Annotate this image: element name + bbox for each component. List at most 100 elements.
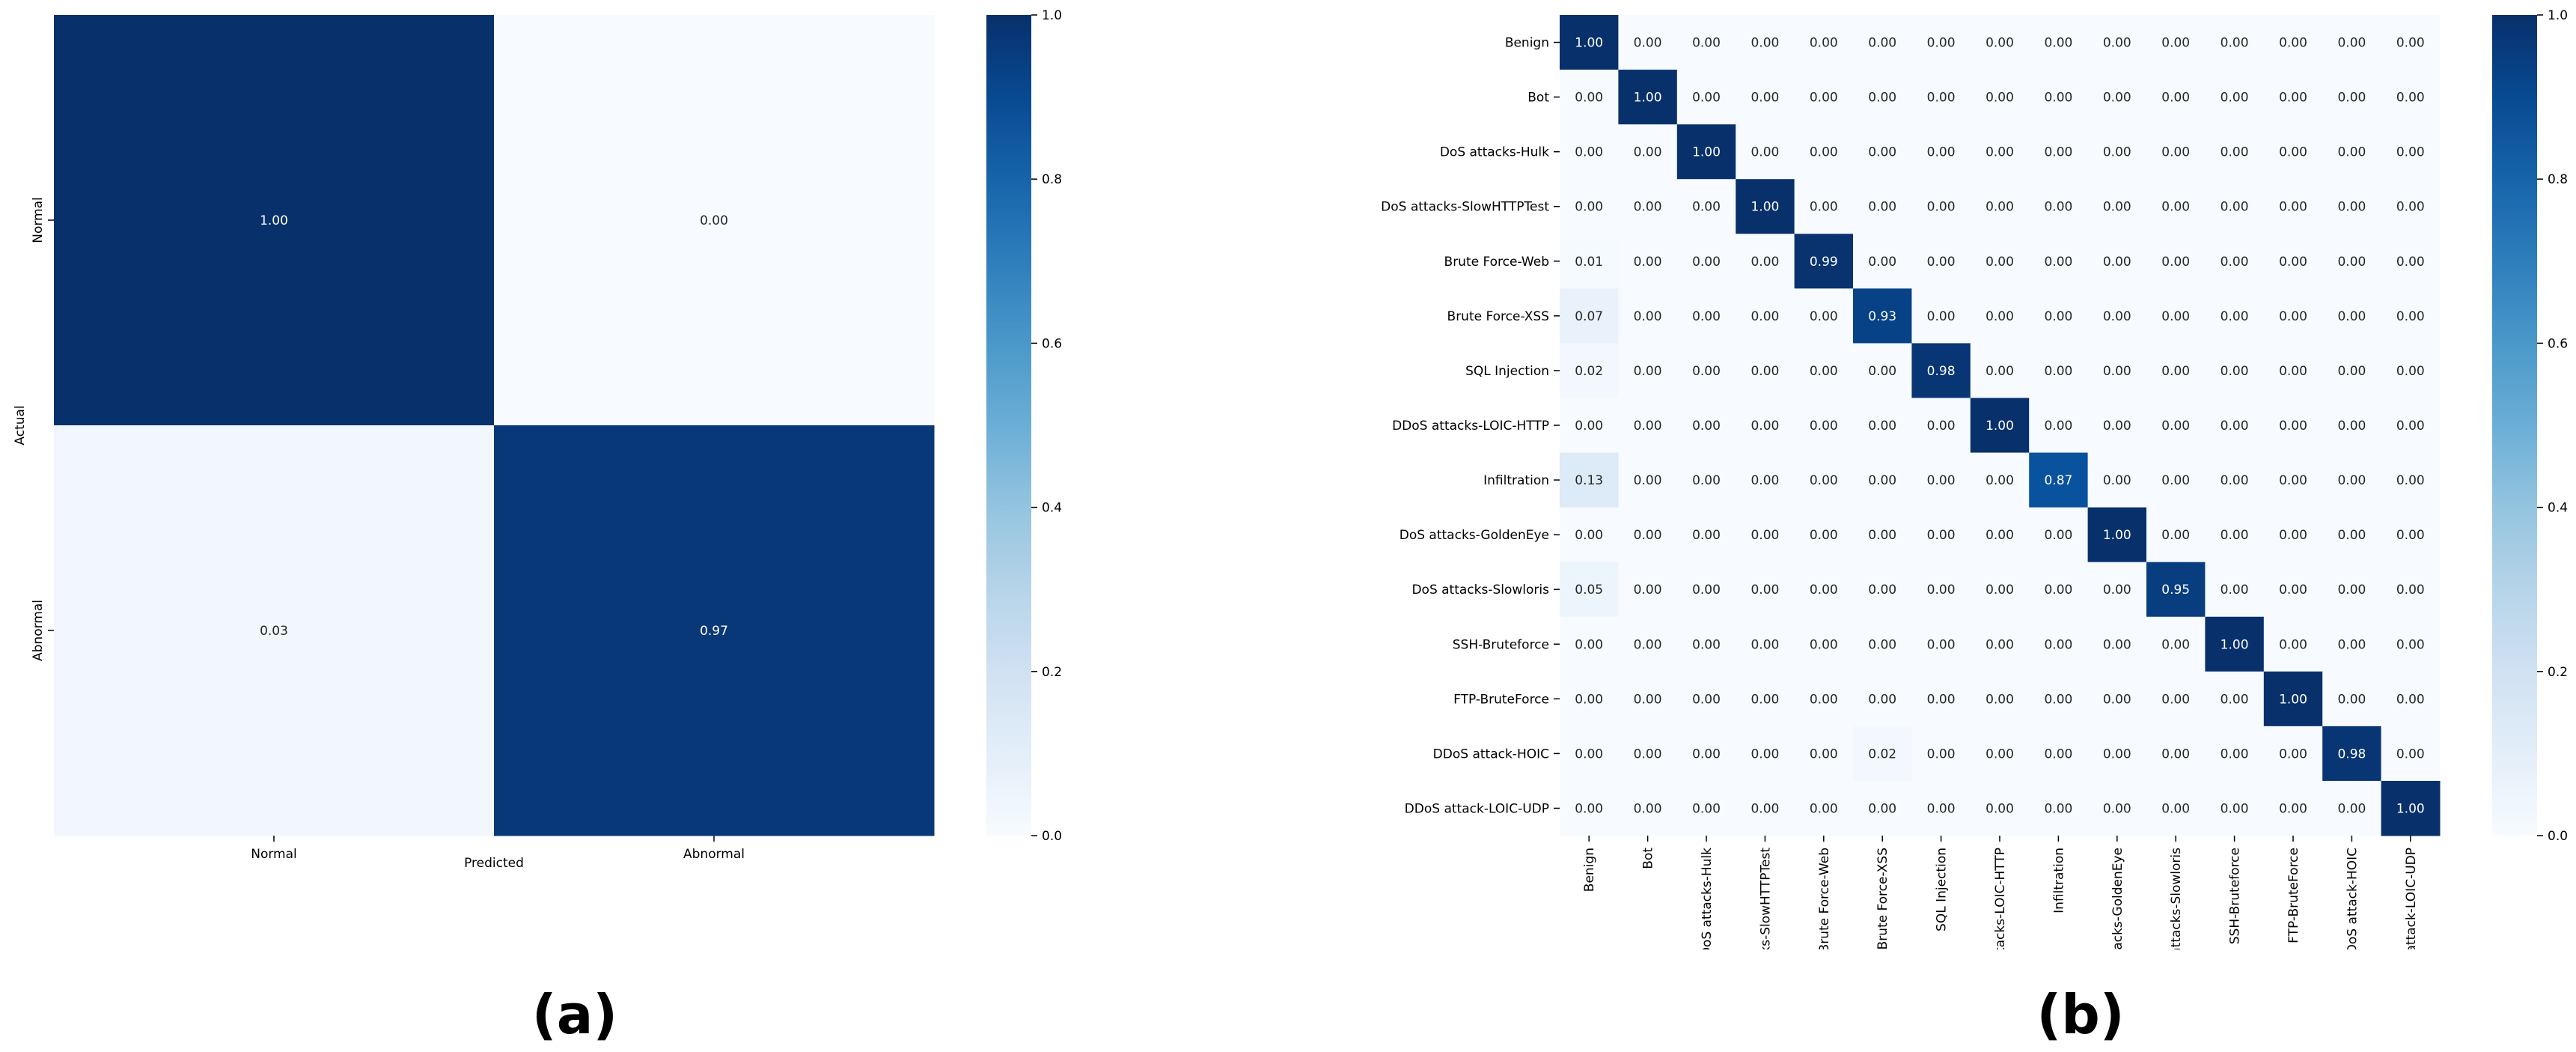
- heatmap-cell: [1970, 15, 2030, 70]
- cell-value-label: 0.00: [1986, 637, 2014, 652]
- heatmap-cell: [2263, 179, 2323, 234]
- heatmap-cell: [1736, 343, 1795, 398]
- cell-value-label: 0.00: [1868, 145, 1896, 160]
- heatmap-cell: [1970, 70, 2030, 125]
- heatmap-cell: [2263, 343, 2323, 398]
- cell-value-label: 0.00: [1575, 91, 1603, 106]
- heatmap-cell: [1676, 671, 1736, 727]
- cell-value-label: 0.00: [1927, 747, 1956, 761]
- cell-value-label: 0.00: [700, 213, 728, 228]
- heatmap-cell: [2146, 507, 2206, 563]
- cell-value-label: 0.00: [2161, 36, 2190, 51]
- heatmap-cell: [2029, 70, 2089, 125]
- cell-value-label: 0.00: [2279, 36, 2307, 51]
- heatmap-cell: [1970, 343, 2030, 398]
- heatmap-cell: [2263, 507, 2323, 563]
- heatmap-cell: [2263, 726, 2323, 782]
- heatmap-cell: [1853, 398, 1912, 454]
- heatmap-cell: [2087, 780, 2147, 836]
- heatmap-cell: [2381, 726, 2441, 782]
- cell-value-label: 0.00: [2279, 200, 2307, 215]
- cell-value-label: 0.00: [2337, 91, 2366, 106]
- cell-value-label: 0.00: [2337, 36, 2366, 51]
- colorbar: [2492, 15, 2537, 836]
- heatmap-cell: [2205, 452, 2265, 508]
- cell-value-label: 0.00: [2279, 145, 2307, 160]
- heatmap-cell: [1853, 234, 1912, 289]
- cell-value-label: 0.00: [2103, 36, 2131, 51]
- x-tick-label: Abnormal: [683, 847, 745, 862]
- heatmap-cell: [2322, 452, 2382, 508]
- heatmap-cell: [1560, 398, 1619, 454]
- cell-value-label: 1.00: [1692, 145, 1721, 160]
- cell-value-label: 0.00: [1868, 364, 1896, 379]
- cell-value-label: 0.00: [1575, 801, 1603, 816]
- cell-value-label: 0.00: [1751, 419, 1779, 434]
- cell-value-label: 0.00: [1634, 145, 1662, 160]
- colorbar-tick-label: 0.2: [2548, 665, 2568, 680]
- heatmap-cell: [1676, 452, 1736, 508]
- cell-value-label: 0.02: [1575, 364, 1603, 379]
- heatmap-cell: [1560, 726, 1619, 782]
- heatmap-cell: [2322, 780, 2382, 836]
- cell-value-label: 0.00: [1751, 801, 1779, 816]
- cell-value-label: 0.00: [2103, 801, 2131, 816]
- heatmap-cell: [2381, 452, 2441, 508]
- heatmap-cell: [1736, 671, 1795, 727]
- cell-value-label: 0.00: [1868, 637, 1896, 652]
- heatmap-cell: [2263, 616, 2323, 672]
- cell-value-label: 0.00: [1634, 255, 1662, 270]
- cell-value-label: 0.00: [1692, 200, 1721, 215]
- cell-value-label: 0.00: [1751, 309, 1779, 324]
- heatmap-cell: [2322, 288, 2382, 344]
- heatmap-cell: [1618, 616, 1678, 672]
- cell-value-label: 0.00: [2279, 801, 2307, 816]
- x-tick-label: attacks-Slowloris: [2169, 848, 2184, 955]
- cell-value-label: 0.00: [1927, 692, 1956, 707]
- heatmap-cell: [2322, 124, 2382, 180]
- heatmap-cell: [2205, 671, 2265, 727]
- heatmap-cell: [2029, 343, 2089, 398]
- cell-value-label: 0.00: [2103, 473, 2131, 488]
- x-tick-label: cks-SlowHTTPTest: [1758, 848, 1773, 961]
- heatmap-cell: [1676, 616, 1736, 672]
- cell-value-label: 0.00: [1692, 364, 1721, 379]
- heatmap-cell: [2087, 234, 2147, 289]
- heatmap-cell: [2087, 452, 2147, 508]
- heatmap-cell: [2087, 671, 2147, 727]
- heatmap-cell: [2029, 179, 2089, 234]
- heatmap-cell: [2146, 288, 2206, 344]
- cell-value-label: 0.00: [2396, 200, 2425, 215]
- heatmap-cell: [1676, 15, 1736, 70]
- heatmap-cell: [1618, 15, 1678, 70]
- y-tick-label: DDoS attack-HOIC: [1433, 747, 1549, 761]
- cell-value-label: 0.00: [1692, 801, 1721, 816]
- heatmap-cell: [2205, 234, 2265, 289]
- heatmap-cell: [1736, 562, 1795, 618]
- x-tick-label: DoS attacks-Hulk: [1700, 848, 1715, 957]
- cell-value-label: 0.00: [1634, 801, 1662, 816]
- cell-value-label: 0.00: [2279, 583, 2307, 598]
- x-tick-label: SQL Injection: [1935, 848, 1950, 931]
- heatmap-cell: [1736, 70, 1795, 125]
- heatmap-cell: [1853, 507, 1912, 563]
- heatmap-cell: [1970, 234, 2030, 289]
- heatmap-cell: [1736, 179, 1795, 234]
- x-tick-label: SSH-Bruteforce: [2228, 848, 2243, 944]
- cell-value-label: 0.00: [1751, 747, 1779, 761]
- heatmap-cell: [494, 425, 935, 836]
- cell-value-label: 0.00: [2279, 364, 2307, 379]
- heatmap-cell: [1970, 780, 2030, 836]
- cell-value-label: 0.00: [1810, 473, 1838, 488]
- x-tick-label: Benign: [1582, 848, 1597, 892]
- cell-value-label: 0.00: [1810, 145, 1838, 160]
- cell-value-label: 0.00: [2396, 692, 2425, 707]
- heatmap-cell: [2381, 671, 2441, 727]
- heatmap-cell: [1676, 562, 1736, 618]
- heatmap-cell: [2263, 288, 2323, 344]
- colorbar-tick-label: 1.0: [1042, 8, 1062, 23]
- cell-value-label: 0.00: [2161, 91, 2190, 106]
- cell-value-label: 0.00: [2221, 364, 2249, 379]
- heatmap-cell: [1560, 15, 1619, 70]
